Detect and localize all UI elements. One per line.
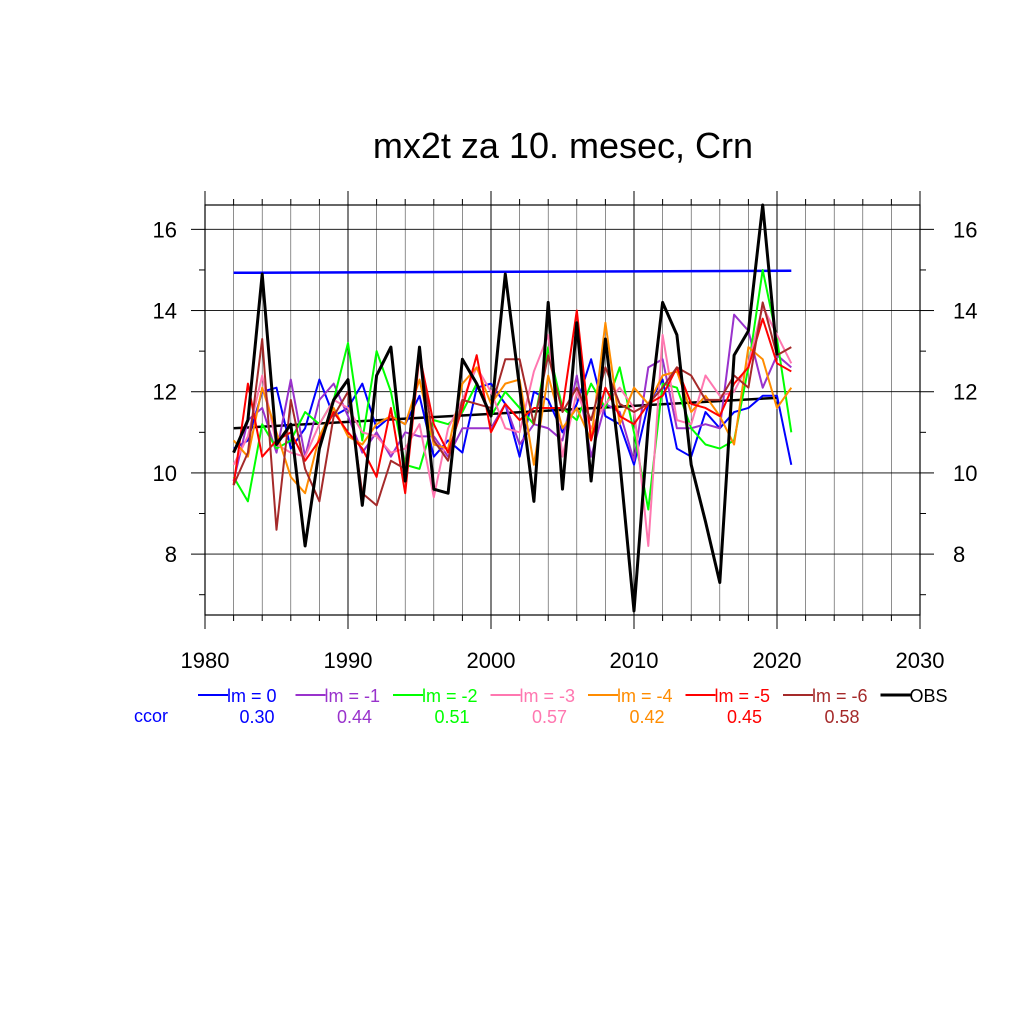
x-tick-label: 1990 <box>324 648 373 673</box>
ccor-label: ccor <box>134 706 168 726</box>
legend-label: lm = -2 <box>422 686 478 706</box>
ccor-value: 0.30 <box>239 707 274 727</box>
y-tick-label: 10 <box>153 461 177 486</box>
legend-label: OBS <box>910 686 948 706</box>
ccor-value: 0.44 <box>337 707 372 727</box>
y-tick-label-right: 16 <box>953 217 977 242</box>
ccor-value: 0.45 <box>727 707 762 727</box>
y-tick-label: 8 <box>165 542 177 567</box>
plot-frame <box>204 204 921 616</box>
series-line <box>232 305 793 547</box>
series-line <box>232 203 779 613</box>
chart-title: mx2t za 10. mesec, Crn <box>373 125 753 166</box>
y-tick-label: 14 <box>153 299 177 324</box>
x-tick-label: 2020 <box>753 648 802 673</box>
legend-label: lm = -4 <box>617 686 673 706</box>
x-tick-label: 2030 <box>896 648 945 673</box>
legend-label: lm = -6 <box>812 686 868 706</box>
series-lines <box>232 203 793 613</box>
y-tick-label-right: 14 <box>953 299 977 324</box>
trend-line <box>233 269 792 275</box>
series-line <box>232 313 792 482</box>
legend-label: lm = -1 <box>325 686 381 706</box>
x-tick-label: 2000 <box>467 648 516 673</box>
axis-ticks: 1980 1990 2000 2010 2020 2030 8 8 10 10 12 12 14 14 16… <box>153 191 977 673</box>
y-tick-label-right: 12 <box>953 380 977 405</box>
x-tick-label: 1980 <box>181 648 230 673</box>
y-tick-label-right: 10 <box>953 461 977 486</box>
ccor-value: 0.51 <box>434 707 469 727</box>
legend-label: lm = -3 <box>520 686 576 706</box>
ccor-value: 0.58 <box>824 707 859 727</box>
legend-label: lm = 0 <box>227 686 277 706</box>
y-tick-label: 12 <box>153 380 177 405</box>
x-tick-label: 2010 <box>610 648 659 673</box>
trend-line <box>233 396 778 430</box>
y-tick-label-right: 8 <box>953 542 965 567</box>
legend-label: lm = -5 <box>715 686 771 706</box>
series-line <box>232 301 792 531</box>
y-tick-label: 16 <box>153 217 177 242</box>
ccor-value: 0.57 <box>532 707 567 727</box>
ccor-value: 0.42 <box>629 707 664 727</box>
